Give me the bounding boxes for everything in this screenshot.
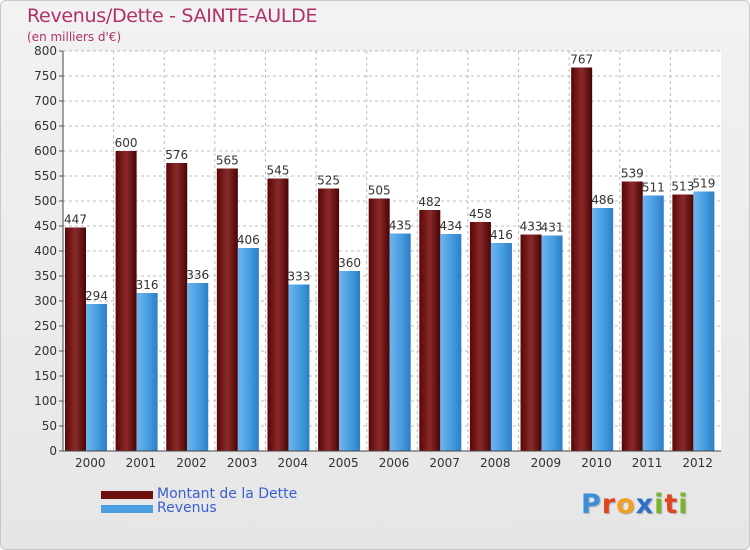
bar-dette [621, 181, 643, 451]
legend-swatch-dette [101, 491, 153, 499]
y-tick-label: 0 [49, 444, 57, 458]
y-tick-label: 750 [34, 69, 57, 83]
data-label-dette: 513 [671, 180, 694, 194]
bar-dette [166, 163, 188, 451]
data-label-revenus: 511 [642, 181, 665, 195]
y-tick-label: 800 [34, 44, 57, 58]
bar-revenus [693, 191, 715, 451]
proxiti-logo: Proxiti [581, 489, 689, 520]
bar-revenus [642, 195, 664, 451]
y-tick-label: 100 [34, 394, 57, 408]
bar-dette [520, 234, 542, 451]
data-label-dette: 505 [368, 184, 391, 198]
data-label-dette: 576 [165, 148, 188, 162]
y-tick-label: 300 [34, 294, 57, 308]
data-label-revenus: 486 [591, 193, 614, 207]
data-label-dette: 565 [216, 154, 239, 168]
chart-title: Revenus/Dette - SAINTE-AULDE [27, 5, 318, 27]
y-tick-label: 200 [34, 344, 57, 358]
bar-revenus [490, 243, 512, 451]
y-tick-label: 400 [34, 244, 57, 258]
y-tick-label: 600 [34, 144, 57, 158]
data-label-revenus: 333 [288, 270, 311, 284]
x-tick-label: 2000 [75, 456, 106, 470]
bar-dette [571, 67, 593, 451]
bar-revenus [592, 208, 614, 451]
y-tick-label: 150 [34, 369, 57, 383]
bar-dette [368, 198, 390, 451]
bar-revenus [86, 304, 107, 451]
chart-subtitle: (en milliers d'€) [27, 30, 122, 44]
data-label-revenus: 435 [389, 219, 412, 233]
data-label-dette: 433 [520, 220, 543, 234]
bar-revenus [288, 284, 310, 451]
data-label-dette: 767 [570, 53, 593, 67]
bar-revenus [237, 248, 259, 451]
data-label-revenus: 360 [338, 256, 361, 270]
bar-dette [65, 227, 86, 451]
y-tick-label: 450 [34, 219, 57, 233]
data-label-dette: 600 [115, 136, 138, 150]
data-label-revenus: 434 [439, 219, 462, 233]
legend-label-revenus: Revenus [157, 500, 217, 516]
bar-dette [672, 194, 694, 451]
bar-dette [469, 222, 491, 451]
x-tick-label: 2006 [379, 456, 410, 470]
x-tick-label: 2002 [176, 456, 207, 470]
data-label-revenus: 316 [136, 278, 159, 292]
bar-revenus [541, 235, 563, 451]
x-tick-label: 2001 [126, 456, 157, 470]
data-label-revenus: 406 [237, 233, 260, 247]
data-label-dette: 525 [317, 174, 340, 188]
data-label-revenus: 336 [186, 268, 209, 282]
bar-dette [216, 168, 238, 451]
bar-dette [267, 178, 289, 451]
y-tick-label: 350 [34, 269, 57, 283]
data-label-dette: 482 [418, 195, 441, 209]
data-label-dette: 545 [267, 164, 290, 178]
data-label-revenus: 294 [85, 289, 108, 303]
bar-revenus [339, 271, 361, 451]
bar-dette [318, 188, 340, 451]
y-tick-label: 50 [42, 419, 57, 433]
x-tick-label: 2011 [632, 456, 663, 470]
bar-dette [115, 151, 137, 451]
bar-revenus [389, 233, 411, 451]
y-tick-label: 650 [34, 119, 57, 133]
x-tick-label: 2012 [682, 456, 713, 470]
x-tick-label: 2005 [328, 456, 359, 470]
data-label-dette: 447 [64, 213, 87, 227]
bar-revenus [136, 293, 158, 451]
data-label-dette: 539 [621, 167, 644, 181]
x-tick-label: 2010 [581, 456, 612, 470]
bar-revenus [440, 234, 462, 451]
bar-dette [419, 210, 441, 451]
x-tick-label: 2009 [531, 456, 562, 470]
data-label-revenus: 431 [541, 221, 564, 235]
data-label-dette: 458 [469, 207, 492, 221]
data-label-revenus: 519 [692, 177, 715, 191]
bar-revenus [187, 283, 209, 451]
x-tick-label: 2008 [480, 456, 511, 470]
y-tick-label: 550 [34, 169, 57, 183]
x-tick-label: 2004 [277, 456, 308, 470]
y-tick-label: 250 [34, 319, 57, 333]
y-tick-label: 700 [34, 94, 57, 108]
x-tick-label: 2003 [227, 456, 258, 470]
x-tick-label: 2007 [429, 456, 460, 470]
legend-label-dette: Montant de la Dette [157, 486, 298, 502]
y-tick-label: 500 [34, 194, 57, 208]
legend-swatch-revenus [101, 505, 153, 513]
data-label-revenus: 416 [490, 228, 513, 242]
